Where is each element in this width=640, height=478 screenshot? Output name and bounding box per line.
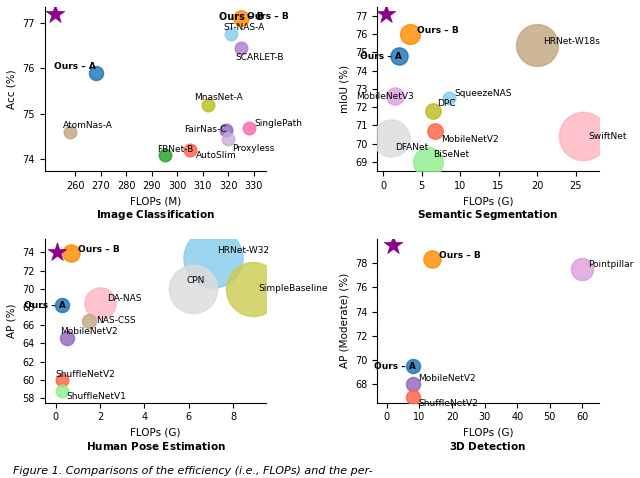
Point bbox=[428, 107, 438, 115]
Text: Ours – B: Ours – B bbox=[78, 245, 120, 254]
Y-axis label: AP (Moderate) (%): AP (Moderate) (%) bbox=[339, 273, 349, 369]
Text: ShuffleNetV2: ShuffleNetV2 bbox=[56, 370, 115, 379]
Point bbox=[386, 134, 396, 142]
Point bbox=[408, 393, 418, 401]
Point bbox=[390, 92, 400, 100]
Point bbox=[532, 42, 542, 49]
Text: MobileNetV3: MobileNetV3 bbox=[356, 92, 413, 101]
Point bbox=[243, 124, 253, 131]
Point bbox=[388, 241, 399, 249]
Point bbox=[223, 135, 234, 143]
Y-axis label: Acc (%): Acc (%) bbox=[7, 69, 17, 109]
Point bbox=[408, 362, 418, 370]
X-axis label: FLOPs (G)
$\bf{3D\ Detection}$: FLOPs (G) $\bf{3D\ Detection}$ bbox=[449, 428, 526, 452]
Point bbox=[422, 158, 433, 165]
Point bbox=[428, 256, 438, 263]
Text: SinglePath: SinglePath bbox=[254, 119, 302, 128]
Point bbox=[236, 44, 246, 52]
Point bbox=[188, 285, 198, 293]
Text: HRNet-W32: HRNet-W32 bbox=[218, 247, 269, 255]
Text: MobileNetV2: MobileNetV2 bbox=[419, 374, 476, 383]
Text: Ours – A: Ours – A bbox=[374, 362, 416, 371]
Point bbox=[65, 128, 76, 136]
Y-axis label: mIoU (%): mIoU (%) bbox=[339, 65, 349, 113]
Text: FBNet-B: FBNet-B bbox=[157, 145, 194, 154]
Text: SCARLET-B: SCARLET-B bbox=[236, 53, 284, 62]
Point bbox=[95, 299, 105, 306]
Text: Ours – A: Ours – A bbox=[24, 301, 65, 310]
Text: MobileNetV2: MobileNetV2 bbox=[441, 135, 499, 143]
Text: Proxyless: Proxyless bbox=[232, 144, 275, 153]
Point bbox=[408, 380, 418, 388]
Text: AutoSlim: AutoSlim bbox=[196, 152, 236, 161]
Text: FairNas-C: FairNas-C bbox=[184, 125, 227, 134]
Point bbox=[185, 147, 195, 154]
Point bbox=[58, 302, 68, 309]
Point bbox=[91, 69, 101, 77]
Point bbox=[84, 317, 94, 325]
Point bbox=[62, 334, 72, 342]
Point bbox=[394, 52, 404, 60]
X-axis label: FLOPs (M)
$\bf{Image\ Classification}$: FLOPs (M) $\bf{Image\ Classification}$ bbox=[96, 196, 215, 222]
X-axis label: FLOPs (G)
$\bf{Human\ Pose\ Estimation}$: FLOPs (G) $\bf{Human\ Pose\ Estimation}$ bbox=[86, 428, 225, 452]
Text: CPN: CPN bbox=[186, 276, 205, 285]
Text: DFANet: DFANet bbox=[395, 143, 428, 152]
Point bbox=[221, 126, 231, 134]
Point bbox=[577, 265, 588, 273]
Point bbox=[52, 248, 62, 255]
Text: SqueezeNAS: SqueezeNAS bbox=[454, 89, 511, 98]
Point bbox=[444, 94, 454, 102]
Text: MnasNet-A: MnasNet-A bbox=[194, 93, 243, 102]
Text: NAS-CSS: NAS-CSS bbox=[96, 316, 136, 325]
Text: AtomNas-A: AtomNas-A bbox=[63, 120, 113, 130]
Point bbox=[248, 285, 259, 293]
Text: ST-NAS-A: ST-NAS-A bbox=[224, 23, 265, 32]
Point bbox=[430, 127, 440, 135]
Point bbox=[203, 101, 213, 109]
Point bbox=[66, 250, 76, 257]
Point bbox=[381, 11, 391, 18]
Text: Figure 1. Comparisons of the efficiency (i.e., FLOPs) and the per-: Figure 1. Comparisons of the efficiency … bbox=[13, 466, 372, 476]
Text: Ours – B: Ours – B bbox=[246, 12, 288, 22]
Text: SimpleBaseline: SimpleBaseline bbox=[259, 284, 328, 293]
Point bbox=[578, 132, 588, 140]
Text: ShuffleNetV2: ShuffleNetV2 bbox=[419, 399, 478, 408]
Text: HRNet-W18s: HRNet-W18s bbox=[543, 36, 600, 45]
Text: Ours – B: Ours – B bbox=[417, 26, 459, 34]
Y-axis label: AP (%): AP (%) bbox=[7, 304, 17, 338]
Text: SwiftNet: SwiftNet bbox=[589, 132, 627, 141]
Point bbox=[58, 376, 68, 384]
Text: Pointpillar: Pointpillar bbox=[588, 261, 634, 270]
Text: Ours – A: Ours – A bbox=[360, 52, 401, 61]
Point bbox=[405, 31, 415, 38]
Point bbox=[226, 31, 236, 38]
Text: DPC: DPC bbox=[437, 99, 456, 109]
Text: BiSeNet: BiSeNet bbox=[433, 150, 470, 159]
Text: Ours – B: Ours – B bbox=[439, 251, 481, 260]
Text: Ours – A: Ours – A bbox=[54, 62, 96, 71]
Text: DA-NAS: DA-NAS bbox=[107, 294, 141, 303]
X-axis label: FLOPs (G)
$\bf{Semantic\ Segmentation}$: FLOPs (G) $\bf{Semantic\ Segmentation}$ bbox=[417, 196, 559, 222]
Text: ShuffleNetV1: ShuffleNetV1 bbox=[67, 392, 127, 401]
Text: Ours – B: Ours – B bbox=[220, 12, 264, 22]
Point bbox=[208, 254, 218, 262]
Point bbox=[236, 14, 246, 22]
Point bbox=[58, 387, 68, 395]
Point bbox=[159, 151, 170, 159]
Point bbox=[50, 10, 60, 18]
Text: MobileNetV2: MobileNetV2 bbox=[60, 326, 118, 336]
